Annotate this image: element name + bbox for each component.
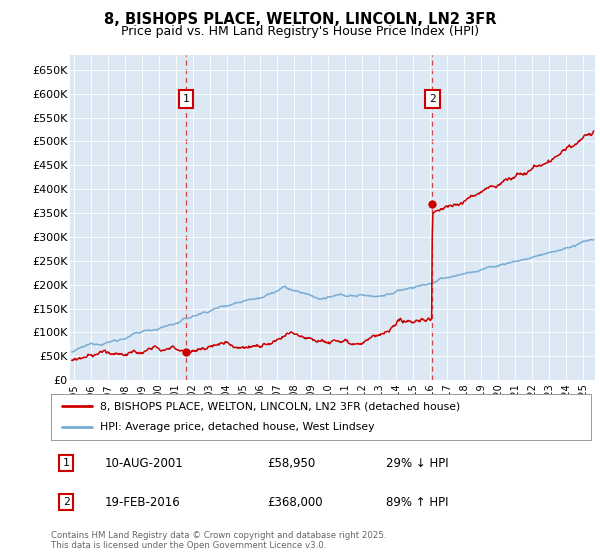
Text: Contains HM Land Registry data © Crown copyright and database right 2025.
This d: Contains HM Land Registry data © Crown c… xyxy=(51,531,386,550)
Text: 8, BISHOPS PLACE, WELTON, LINCOLN, LN2 3FR: 8, BISHOPS PLACE, WELTON, LINCOLN, LN2 3… xyxy=(104,12,496,27)
Text: 89% ↑ HPI: 89% ↑ HPI xyxy=(386,496,448,508)
Text: 8, BISHOPS PLACE, WELTON, LINCOLN, LN2 3FR (detached house): 8, BISHOPS PLACE, WELTON, LINCOLN, LN2 3… xyxy=(100,401,460,411)
Text: £368,000: £368,000 xyxy=(267,496,323,508)
Text: £58,950: £58,950 xyxy=(267,456,315,470)
Text: HPI: Average price, detached house, West Lindsey: HPI: Average price, detached house, West… xyxy=(100,422,374,432)
Text: 1: 1 xyxy=(63,458,70,468)
Text: 2: 2 xyxy=(429,94,436,104)
Text: 29% ↓ HPI: 29% ↓ HPI xyxy=(386,456,448,470)
Text: Price paid vs. HM Land Registry's House Price Index (HPI): Price paid vs. HM Land Registry's House … xyxy=(121,25,479,38)
Text: 10-AUG-2001: 10-AUG-2001 xyxy=(105,456,184,470)
Text: 19-FEB-2016: 19-FEB-2016 xyxy=(105,496,181,508)
Text: 1: 1 xyxy=(182,94,190,104)
Text: 2: 2 xyxy=(63,497,70,507)
